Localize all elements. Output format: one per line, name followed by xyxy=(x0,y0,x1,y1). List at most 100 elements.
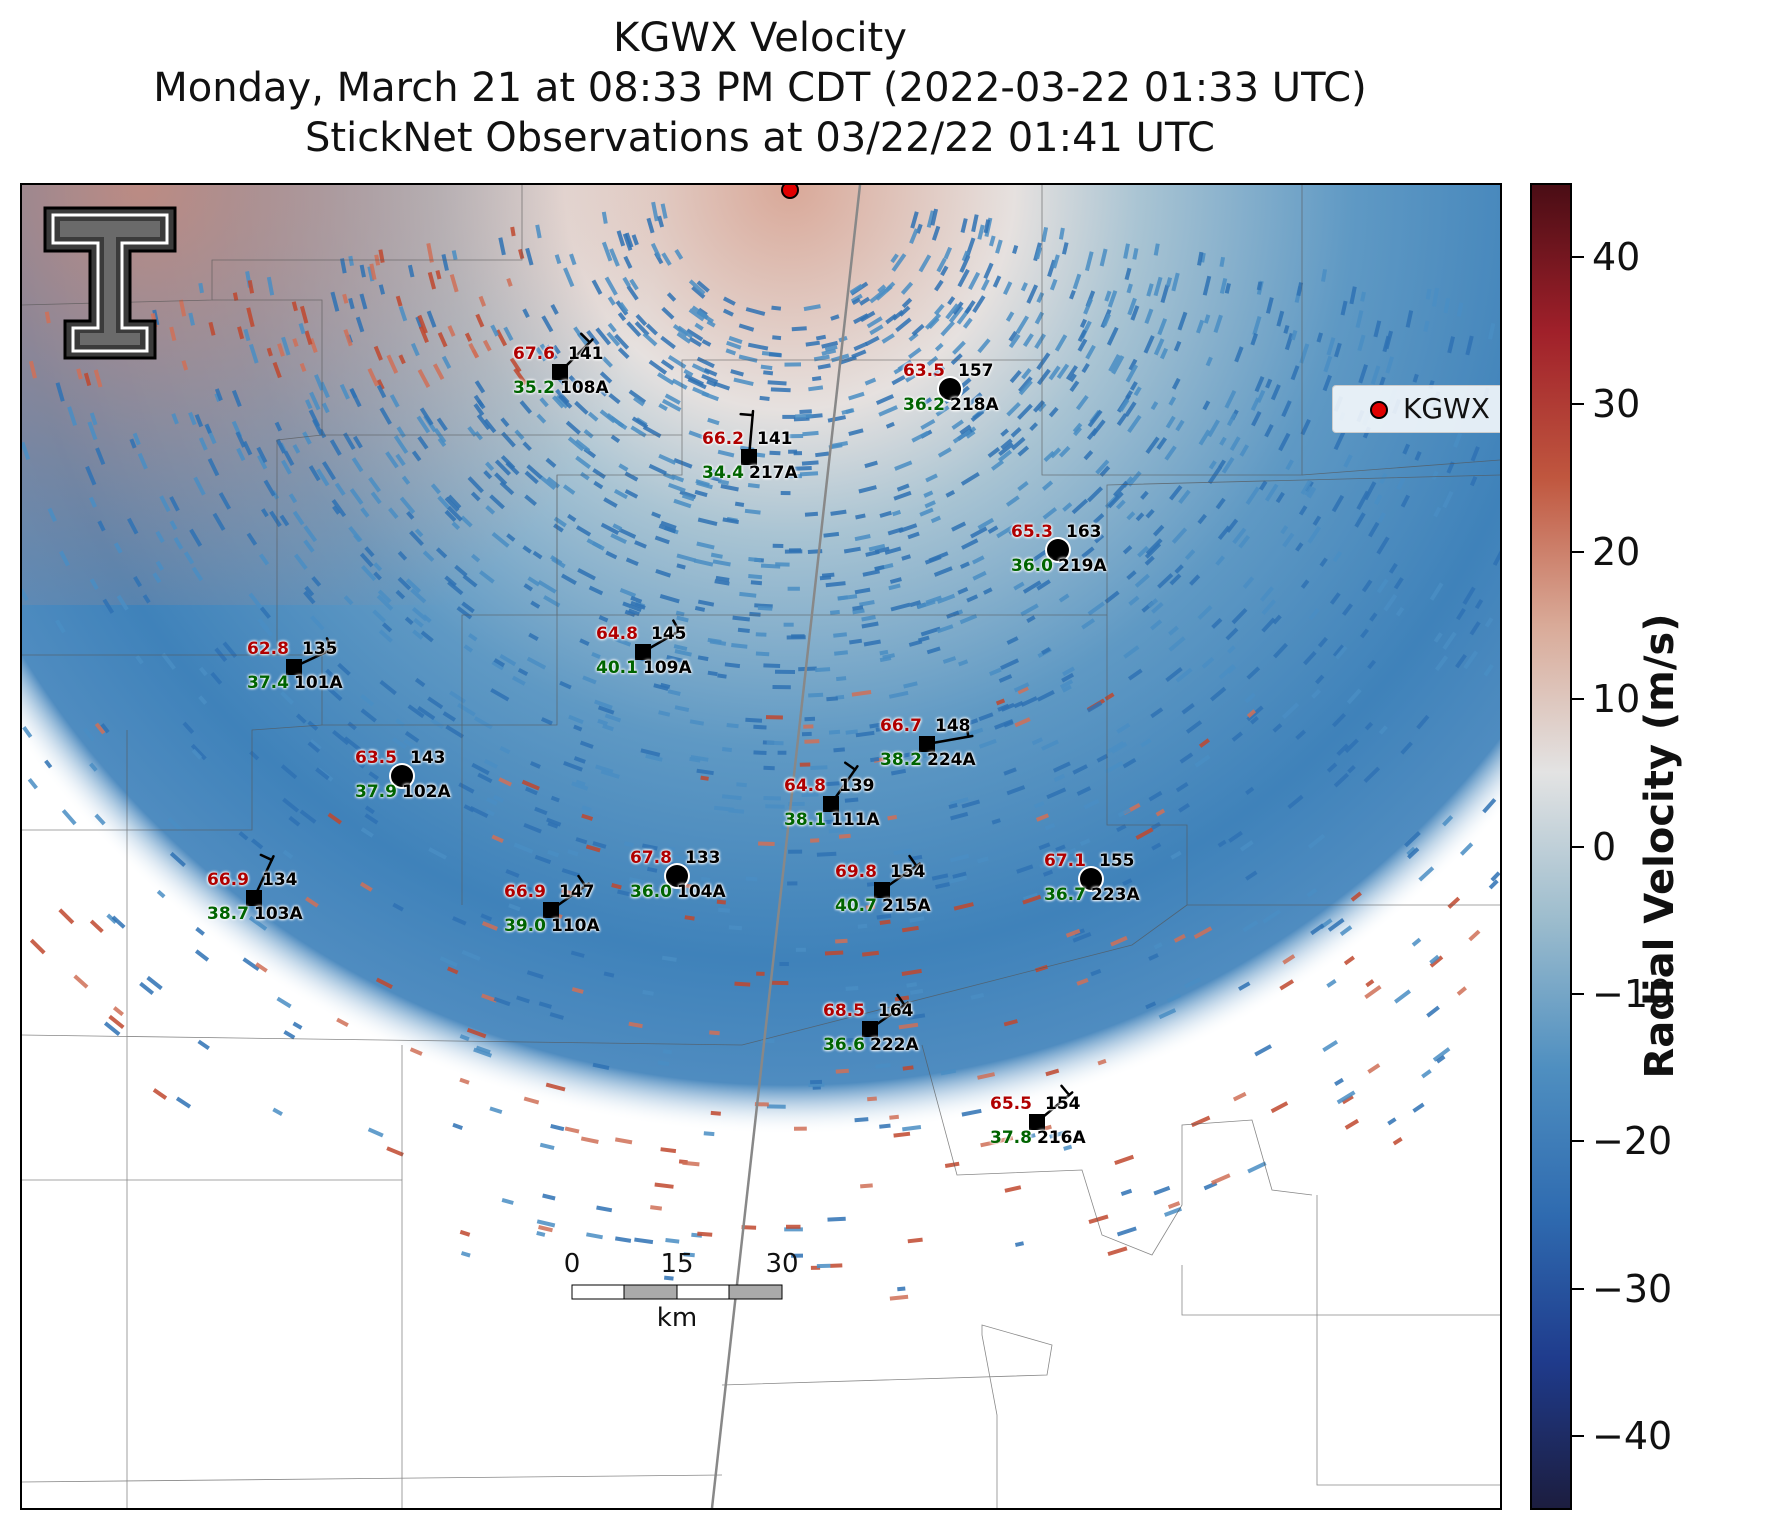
radar-map[interactable]: 0 15 30 km 67.6 141 35.2 108A 63.5 157 36.2 218… xyxy=(20,183,1502,1510)
velocity-gate xyxy=(1232,1091,1247,1102)
velocity-gate xyxy=(1239,444,1250,457)
station-temperature: 66.2 xyxy=(702,429,744,449)
velocity-gate xyxy=(1140,738,1152,748)
station-marker-224A[interactable] xyxy=(919,736,935,752)
velocity-gate xyxy=(970,526,988,539)
velocity-gate xyxy=(1331,713,1347,728)
scale-label-0: 0 xyxy=(563,1249,581,1279)
velocity-gate xyxy=(541,315,554,333)
velocity-gate xyxy=(819,575,832,581)
velocity-gate xyxy=(281,459,292,475)
velocity-gate xyxy=(1177,311,1188,331)
velocity-gate xyxy=(628,877,646,885)
station-marker-109A[interactable] xyxy=(635,644,651,660)
station-dewpoint: 36.6 xyxy=(823,1035,865,1055)
velocity-gate xyxy=(660,520,677,530)
velocity-gate xyxy=(574,400,589,415)
velocity-gate xyxy=(1123,645,1140,659)
velocity-gate xyxy=(256,446,268,464)
station-marker-218A[interactable] xyxy=(939,378,961,400)
velocity-gate xyxy=(1126,283,1133,294)
velocity-gate xyxy=(500,455,516,470)
velocity-gate xyxy=(1086,486,1104,503)
velocity-gate xyxy=(309,739,322,751)
velocity-gate xyxy=(191,566,204,582)
velocity-gate xyxy=(1211,1173,1231,1185)
velocity-gate xyxy=(1264,483,1279,502)
velocity-gate xyxy=(648,359,668,375)
velocity-gate xyxy=(712,559,731,567)
velocity-gate xyxy=(498,777,512,787)
velocity-gate xyxy=(88,496,97,508)
velocity-gate xyxy=(1369,612,1378,622)
colorbar-tick-label: 20 xyxy=(1592,529,1641,574)
velocity-gate xyxy=(439,956,458,968)
velocity-gate xyxy=(625,557,639,567)
velocity-gate xyxy=(1298,505,1308,516)
velocity-gate xyxy=(898,305,911,317)
velocity-gate xyxy=(1343,454,1353,468)
velocity-gate xyxy=(475,313,485,328)
velocity-gate xyxy=(94,722,106,735)
station-marker-216A[interactable] xyxy=(1029,1114,1045,1130)
station-marker-108A[interactable] xyxy=(552,364,568,380)
velocity-gate xyxy=(422,550,435,562)
station-marker-215A[interactable] xyxy=(874,882,890,898)
velocity-gate xyxy=(821,348,837,356)
velocity-gate xyxy=(58,908,75,925)
velocity-gate xyxy=(539,475,557,491)
velocity-gate xyxy=(1341,1094,1354,1105)
velocity-gate xyxy=(473,716,493,730)
station-marker-101A[interactable] xyxy=(286,659,302,675)
velocity-gate xyxy=(709,639,727,646)
velocity-gate xyxy=(343,736,362,752)
velocity-gate xyxy=(473,1047,493,1058)
station-marker-219A[interactable] xyxy=(1047,539,1069,561)
velocity-gate xyxy=(85,465,97,486)
velocity-gate xyxy=(799,409,812,414)
velocity-gate xyxy=(169,520,178,531)
velocity-gate xyxy=(861,615,876,622)
station-marker-111A[interactable] xyxy=(823,796,839,812)
velocity-gate xyxy=(398,354,406,365)
station-marker-102A[interactable] xyxy=(391,765,413,787)
velocity-gate xyxy=(763,796,782,801)
velocity-gate xyxy=(651,511,662,519)
velocity-gate xyxy=(805,340,820,347)
velocity-gate xyxy=(763,663,781,668)
velocity-gate xyxy=(146,975,163,991)
velocity-gate xyxy=(701,373,719,385)
velocity-gate xyxy=(530,600,541,609)
velocity-gate xyxy=(1261,599,1277,616)
velocity-gate xyxy=(866,1013,880,1019)
station-marker-217A[interactable] xyxy=(741,449,757,465)
velocity-gate xyxy=(1049,1130,1067,1139)
velocity-gate xyxy=(437,437,447,447)
velocity-gate xyxy=(855,730,875,738)
station-marker-103A[interactable] xyxy=(246,890,262,906)
station-marker-223A[interactable] xyxy=(1080,868,1102,890)
station-marker-110A[interactable] xyxy=(543,902,559,918)
velocity-gate xyxy=(436,417,448,432)
velocity-gate xyxy=(181,360,189,371)
velocity-gate xyxy=(1252,316,1262,336)
velocity-gate xyxy=(1175,419,1185,432)
velocity-gate xyxy=(523,822,542,834)
velocity-gate xyxy=(874,546,890,555)
velocity-gate xyxy=(936,593,956,604)
station-id: 217A xyxy=(749,463,798,483)
velocity-gate xyxy=(292,510,305,526)
velocity-gate xyxy=(1245,870,1258,881)
station-temperature: 67.8 xyxy=(630,848,672,868)
station-marker-104A[interactable] xyxy=(666,865,688,887)
velocity-gate xyxy=(1459,842,1474,856)
velocity-gate xyxy=(1239,840,1254,852)
velocity-gate xyxy=(1244,692,1256,704)
colorbar xyxy=(1530,183,1572,1510)
velocity-gate xyxy=(1285,459,1294,471)
velocity-gate xyxy=(433,428,447,444)
velocity-gate xyxy=(61,809,77,826)
velocity-gate xyxy=(475,1045,491,1055)
velocity-gate xyxy=(495,329,508,347)
station-marker-222A[interactable] xyxy=(862,1021,878,1037)
